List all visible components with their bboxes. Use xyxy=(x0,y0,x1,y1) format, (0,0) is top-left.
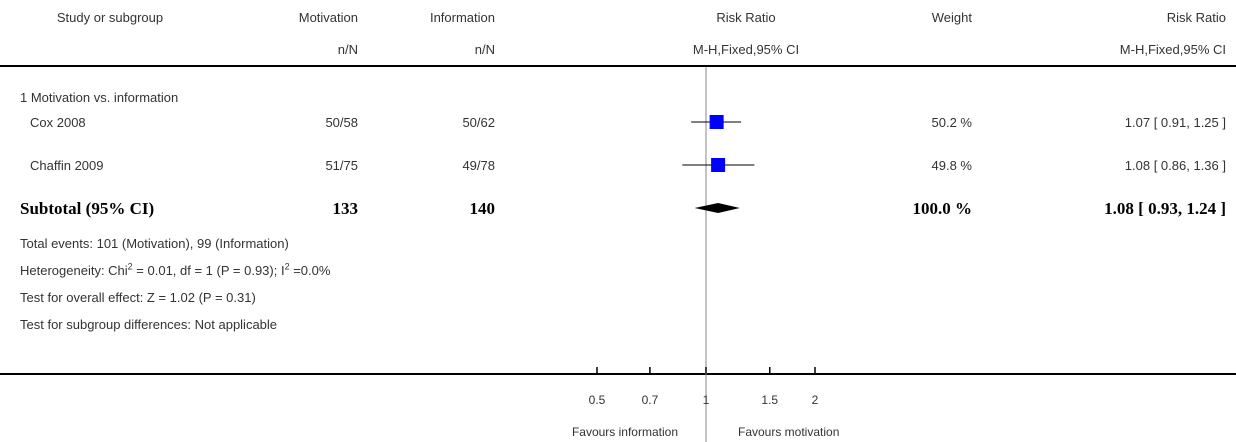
favours-left-label: Favours information xyxy=(571,425,678,439)
study-g2-2: 49/78 xyxy=(462,158,495,173)
study-marker-1 xyxy=(709,115,724,129)
heterogeneity-text-c: =0.0% xyxy=(289,263,331,278)
pooled-diamond xyxy=(694,203,740,213)
header-rule xyxy=(0,65,1236,67)
header-method-ci: M-H,Fixed,95% CI xyxy=(1119,42,1226,57)
heterogeneity-text-a: Heterogeneity: Chi xyxy=(20,263,128,278)
header-information-nn: n/N xyxy=(474,42,495,57)
header-motivation: Motivation xyxy=(298,10,358,25)
subtotal-g2: 140 xyxy=(469,199,496,218)
axis-tick-label-5: 2 xyxy=(812,393,819,407)
axis-tick-label-2: 0.7 xyxy=(642,393,659,407)
subtotal-ci: 1.08 [ 0.93, 1.24 ] xyxy=(1104,199,1226,218)
subgroup-title: 1 Motivation vs. information xyxy=(20,90,179,105)
study-g1-1: 50/58 xyxy=(325,115,358,130)
subtotal-g1: 133 xyxy=(332,199,359,218)
heterogeneity-sup-2: 2 xyxy=(284,261,290,272)
total-events-note: Total events: 101 (Motivation), 99 (Info… xyxy=(20,236,289,251)
header-information: Information xyxy=(429,10,495,25)
axis-tick-label-1: 0.5 xyxy=(589,393,606,407)
header-method: M-H,Fixed,95% CI xyxy=(692,42,800,57)
subtotal-weight: 100.0 % xyxy=(912,199,973,218)
axis-tick-label-3: 1 xyxy=(703,393,710,407)
subtotal-label: Subtotal (95% CI) xyxy=(20,199,155,218)
header-weight: Weight xyxy=(931,10,972,25)
heterogeneity-note: Heterogeneity: Chi2 = 0.01, df = 1 (P = … xyxy=(20,261,331,279)
study-g1-2: 51/75 xyxy=(325,158,358,173)
header-motivation-nn: n/N xyxy=(337,42,358,57)
study-weight-2: 49.8 % xyxy=(931,158,972,173)
header-risk-ratio-ci: Risk Ratio xyxy=(1166,10,1226,25)
header-study: Study or subgroup xyxy=(56,10,164,25)
study-marker-2 xyxy=(711,158,726,172)
study-g2-1: 50/62 xyxy=(462,115,495,130)
subgroup-differences-note: Test for subgroup differences: Not appli… xyxy=(20,317,278,332)
study-name-2: Chaffin 2009 xyxy=(30,158,104,173)
header-risk-ratio: Risk Ratio xyxy=(716,10,776,25)
study-name-1: Cox 2008 xyxy=(30,115,86,130)
heterogeneity-text-b: = 0.01, df = 1 (P = 0.93); I xyxy=(132,263,285,278)
overall-effect-note: Test for overall effect: Z = 1.02 (P = 0… xyxy=(20,290,256,305)
study-ci-2: 1.08 [ 0.86, 1.36 ] xyxy=(1124,158,1226,173)
heterogeneity-sup-1: 2 xyxy=(127,261,133,272)
study-ci-1: 1.07 [ 0.91, 1.25 ] xyxy=(1124,115,1226,130)
axis-tick-label-4: 1.5 xyxy=(761,393,778,407)
favours-right-label: Favours motivation xyxy=(738,425,840,439)
bottom-rule xyxy=(0,373,1236,375)
study-weight-1: 50.2 % xyxy=(931,115,972,130)
